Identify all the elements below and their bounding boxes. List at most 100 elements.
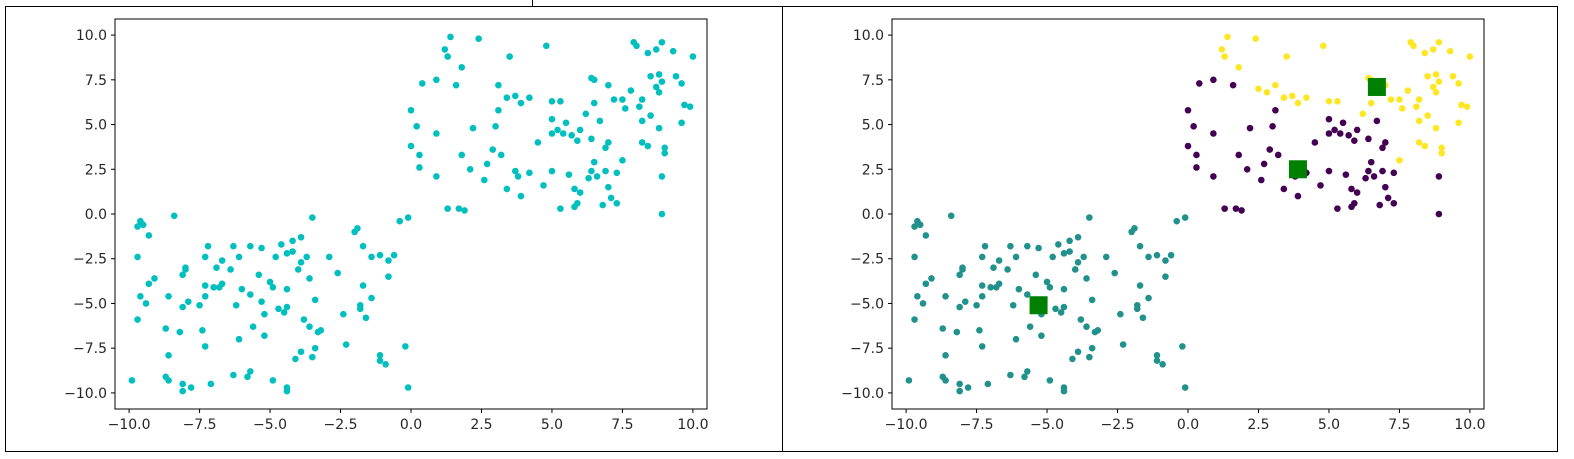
- scatter-point: [444, 205, 451, 212]
- scatter-point: [512, 92, 519, 100]
- scatter-point: [1184, 142, 1192, 150]
- scatter-point: [1083, 323, 1090, 331]
- scatter-point: [995, 257, 1003, 264]
- scatter-point: [1334, 97, 1341, 105]
- scatter-point: [1080, 253, 1087, 261]
- scatter-point: [272, 253, 279, 261]
- scatter-point: [590, 76, 598, 84]
- scatter-point: [1463, 103, 1471, 110]
- scatter-point: [495, 106, 502, 114]
- scatter-point: [1370, 173, 1378, 180]
- scatter-point: [543, 42, 550, 50]
- scatter-point: [1229, 81, 1237, 89]
- scatter-point: [1336, 130, 1344, 137]
- scatter-point: [227, 266, 234, 273]
- scatter-point: [914, 292, 921, 300]
- scatter-point: [593, 173, 601, 180]
- scatter-point: [230, 371, 237, 379]
- scatter-point: [961, 298, 969, 305]
- scatter-point: [1382, 183, 1389, 191]
- scatter-point: [362, 314, 370, 322]
- scatter-point: [678, 119, 685, 127]
- scatter-point: [565, 171, 573, 178]
- scatter-point: [1224, 33, 1231, 41]
- scatter-point: [607, 194, 615, 202]
- scatter-point: [418, 80, 426, 87]
- scatter-point: [165, 377, 172, 384]
- x-tick-label: −7.5: [183, 417, 217, 433]
- scatter-point: [978, 343, 986, 350]
- scatter-point: [1280, 185, 1288, 193]
- scatter-point: [269, 377, 277, 384]
- scatter-point: [306, 323, 313, 331]
- scatter-point: [655, 89, 663, 96]
- scatter-point: [1026, 323, 1034, 331]
- scatter-point: [1396, 157, 1403, 164]
- scatter-point: [1435, 78, 1443, 85]
- figure-frame: [5, 6, 1558, 452]
- scatter-point: [1074, 233, 1082, 241]
- scatter-point: [1181, 384, 1189, 391]
- scatter-point: [447, 33, 454, 41]
- x-tick-label: 7.5: [611, 417, 633, 433]
- scatter-point: [480, 176, 488, 184]
- scatter-point: [1342, 171, 1350, 178]
- scatter-point: [1311, 139, 1319, 146]
- scatter-point: [559, 130, 567, 137]
- scatter-point: [1466, 53, 1474, 60]
- scatter-point: [1021, 373, 1028, 381]
- scatter-point: [218, 280, 226, 288]
- scatter-point: [942, 377, 949, 384]
- scatter-point: [134, 253, 141, 261]
- scatter-point: [1435, 173, 1443, 180]
- scatter-point: [289, 248, 296, 255]
- scatter-point: [247, 368, 254, 375]
- scatter-point: [638, 117, 646, 125]
- scatter-point: [475, 35, 482, 42]
- scatter-point: [213, 264, 220, 271]
- scatter-point: [1432, 89, 1440, 96]
- scatter-point: [495, 81, 502, 89]
- scatter-point: [1238, 207, 1245, 214]
- scatter-point: [973, 301, 980, 309]
- scatter-point: [1257, 176, 1265, 184]
- scatter-point: [568, 131, 575, 139]
- scatter-point: [652, 83, 660, 91]
- scatter-point: [255, 271, 263, 279]
- scatter-point: [574, 137, 581, 144]
- scatter-point: [1421, 49, 1429, 57]
- scatter-point: [1387, 96, 1395, 103]
- scatter-point: [311, 344, 319, 352]
- scatter-point: [534, 139, 542, 146]
- scatter-point: [1331, 126, 1338, 134]
- scatter-point: [678, 80, 685, 87]
- scatter-point: [1289, 92, 1296, 100]
- scatter-point: [964, 384, 972, 391]
- scatter-point: [210, 284, 217, 291]
- scatter-point: [1004, 266, 1011, 273]
- scatter-point: [1432, 124, 1440, 132]
- scatter-point: [413, 123, 420, 130]
- scatter-point: [596, 117, 604, 125]
- scatter-point: [1046, 284, 1054, 291]
- scatter-point: [311, 296, 319, 304]
- scatter-point: [1415, 139, 1423, 146]
- y-tick-label: −5.0: [850, 296, 884, 312]
- scatter-point: [196, 301, 203, 309]
- scatter-point: [1235, 151, 1243, 159]
- scatter-point: [134, 223, 141, 230]
- scatter-point: [1272, 81, 1279, 89]
- scatter-point: [396, 217, 404, 225]
- scatter-point: [1280, 94, 1288, 102]
- scatter-point: [452, 81, 460, 89]
- scatter-point: [1269, 123, 1276, 130]
- scatter-point: [385, 273, 392, 280]
- scatter-point: [376, 352, 384, 359]
- scatter-point: [602, 167, 609, 175]
- scatter-point: [269, 284, 277, 291]
- scatter-point: [1325, 130, 1333, 137]
- x-tick-label: 2.5: [1247, 417, 1269, 433]
- scatter-point: [548, 97, 556, 105]
- scatter-point: [187, 384, 195, 391]
- scatter-point: [382, 360, 389, 368]
